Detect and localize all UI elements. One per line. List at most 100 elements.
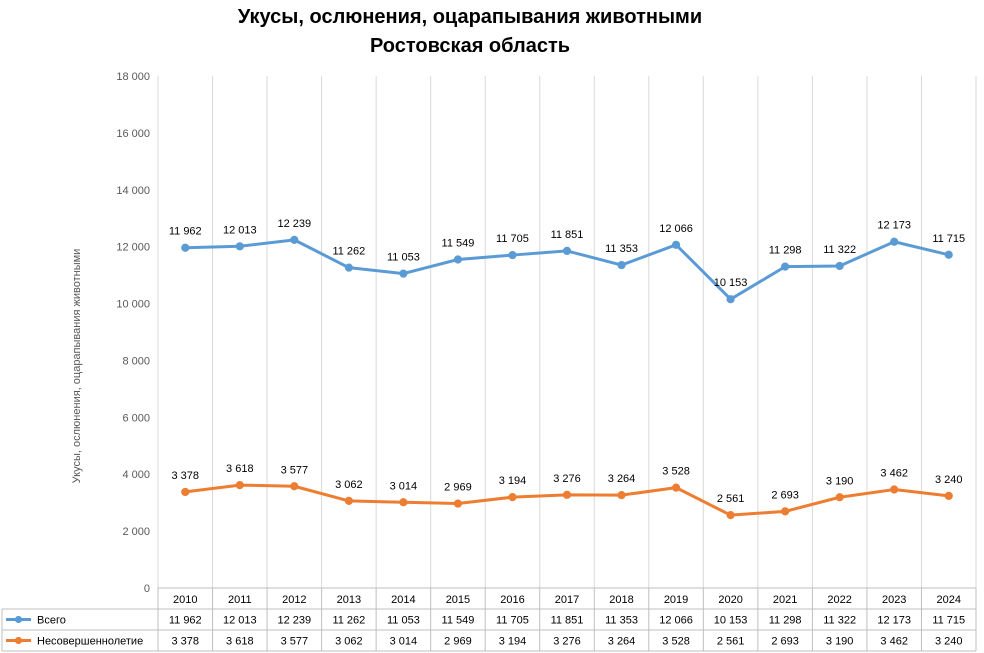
table-cell-value: 2 561 <box>717 636 745 648</box>
data-point <box>344 496 353 506</box>
x-category-label: 2014 <box>391 594 415 606</box>
data-point <box>781 507 790 516</box>
y-tick-label: 10 000 <box>116 299 150 311</box>
data-label: 11 298 <box>769 245 802 257</box>
chart-title: Укусы, ослюнения, оцарапывания животными <box>237 6 703 28</box>
series-line-minors <box>183 483 951 517</box>
data-point <box>835 493 844 502</box>
table-cell-value: 3 062 <box>335 636 363 648</box>
data-point <box>508 250 517 260</box>
data-point <box>508 493 517 502</box>
y-tick-label: 0 <box>144 583 150 595</box>
data-label: 3 062 <box>335 479 363 491</box>
data-label: 3 577 <box>281 464 309 476</box>
table-cell-value: 3 577 <box>281 636 309 648</box>
table-cell-value: 11 053 <box>387 615 420 627</box>
data-label: 12 173 <box>877 220 911 232</box>
data-point <box>235 480 244 490</box>
data-point <box>781 262 790 271</box>
table-cell-value: 3 264 <box>608 636 636 648</box>
table-cell-value: 3 462 <box>880 636 908 648</box>
legend-key-marker <box>14 636 23 645</box>
y-tick-label: 4 000 <box>122 469 150 481</box>
x-category-label: 2019 <box>664 594 688 606</box>
x-category-label: 2011 <box>228 594 252 606</box>
table-cell-value: 12 173 <box>877 615 911 627</box>
data-label: 3 618 <box>226 463 254 475</box>
data-label: 2 693 <box>771 489 799 501</box>
data-point <box>181 243 190 252</box>
table-cell-value: 3 528 <box>662 636 690 648</box>
data-point <box>235 242 244 251</box>
table-cell-value: 11 715 <box>932 615 965 627</box>
table-cell-value: 3 194 <box>499 636 527 648</box>
table-cell-value: 3 014 <box>390 636 418 648</box>
data-label: 3 014 <box>390 480 418 492</box>
data-point <box>835 261 844 271</box>
x-category-label: 2017 <box>555 594 579 606</box>
x-category-label: 2010 <box>173 594 197 606</box>
table-cell-value: 11 705 <box>496 615 529 627</box>
data-point <box>290 482 299 491</box>
data-point <box>671 240 681 249</box>
table-cell-value: 11 851 <box>551 615 584 627</box>
data-label: 2 969 <box>444 482 472 494</box>
legend-series-name: Всего <box>37 615 66 627</box>
data-label: 11 705 <box>496 233 529 245</box>
x-category-label: 2018 <box>609 594 633 606</box>
data-label: 11 353 <box>605 243 638 255</box>
data-point <box>890 237 899 246</box>
data-point <box>290 235 299 244</box>
data-label: 3 240 <box>935 474 963 486</box>
table-cell-value: 12 013 <box>223 615 257 627</box>
x-category-label: 2016 <box>500 594 524 606</box>
data-label: 3 462 <box>880 468 908 480</box>
table-cell-value: 3 240 <box>935 636 963 648</box>
y-tick-label: 14 000 <box>116 185 150 197</box>
y-tick-label: 12 000 <box>116 242 150 254</box>
y-tick-label: 6 000 <box>122 412 150 424</box>
x-category-label: 2021 <box>773 594 797 606</box>
data-label: 11 549 <box>442 237 475 249</box>
table-cell-value: 2 969 <box>444 636 472 648</box>
table-cell-value: 12 239 <box>278 615 312 627</box>
y-tick-label: 2 000 <box>122 526 150 538</box>
table-cell-value: 11 549 <box>442 615 475 627</box>
data-point <box>344 263 353 272</box>
data-point <box>399 269 408 278</box>
x-category-label: 2020 <box>718 594 742 606</box>
y-tick-label: 18 000 <box>116 71 150 83</box>
data-label: 2 561 <box>717 493 745 505</box>
data-label: 3 276 <box>553 473 581 485</box>
table-cell-value: 2 693 <box>771 636 799 648</box>
x-category-label: 2023 <box>882 594 906 606</box>
data-label: 3 190 <box>826 475 854 487</box>
table-cell-value: 3 190 <box>826 636 854 648</box>
data-point <box>562 490 572 499</box>
data-label: 11 322 <box>823 244 856 256</box>
data-label: 11 851 <box>551 229 584 241</box>
table-cell-value: 11 962 <box>169 615 202 627</box>
data-label: 11 962 <box>169 226 202 238</box>
data-label: 11 053 <box>387 252 420 264</box>
y-tick-label: 8 000 <box>122 355 150 367</box>
data-point <box>453 499 463 508</box>
data-label: 3 378 <box>172 470 200 482</box>
table-cell-value: 11 353 <box>605 615 638 627</box>
legend-key-marker <box>14 615 23 624</box>
table-cell-value: 3 276 <box>553 636 581 648</box>
x-category-label: 2012 <box>282 594 306 606</box>
legend-series-name: Несовершеннолетие <box>37 636 143 648</box>
data-point <box>890 485 899 494</box>
data-point <box>944 250 953 259</box>
table-cell-value: 11 262 <box>332 615 365 627</box>
table-cell-value: 3 618 <box>226 636 254 648</box>
data-point <box>944 491 953 500</box>
data-label: 11 715 <box>932 233 965 245</box>
x-category-label: 2022 <box>827 594 851 606</box>
data-label: 11 262 <box>332 246 365 258</box>
data-label: 12 239 <box>278 218 312 230</box>
data-label: 3 194 <box>499 475 527 487</box>
x-category-label: 2013 <box>337 594 361 606</box>
